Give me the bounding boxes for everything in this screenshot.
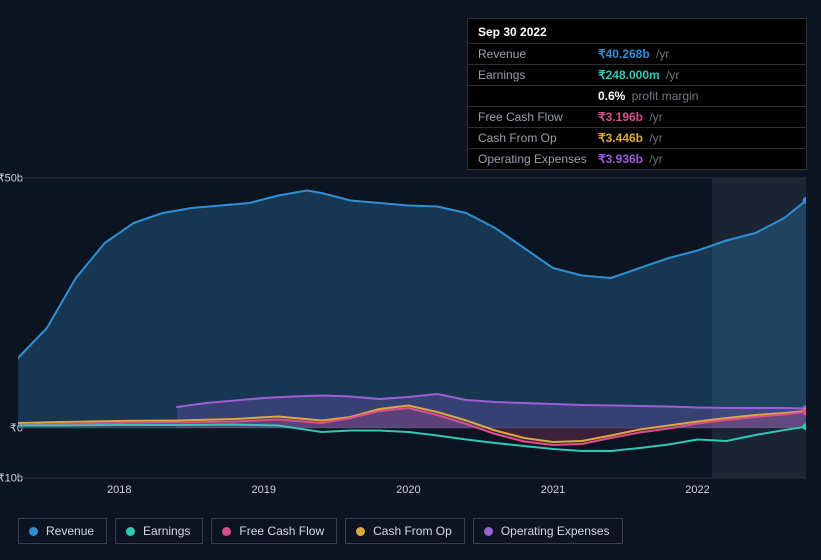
tooltip-row-label: Earnings [478,68,598,82]
tooltip-row: 0.6% profit margin [468,86,806,107]
tooltip-row-label: Cash From Op [478,131,598,145]
tooltip-row-value: ₹248.000m /yr [598,68,679,82]
legend-item[interactable]: Cash From Op [345,518,465,544]
legend-item[interactable]: Earnings [115,518,203,544]
chart-legend: Revenue Earnings Free Cash Flow Cash From O… [18,518,623,544]
legend-swatch [484,527,493,536]
chart-plot-area [18,150,806,500]
chart-tooltip: Sep 30 2022 Revenue₹40.268b /yrEarnings₹… [467,18,807,170]
tooltip-row: Free Cash Flow₹3.196b /yr [468,107,806,128]
tooltip-row-value: ₹3.446b /yr [598,131,663,145]
legend-label: Operating Expenses [501,524,610,538]
legend-label: Cash From Op [373,524,452,538]
tooltip-row-label [478,89,598,103]
legend-item[interactable]: Free Cash Flow [211,518,337,544]
financials-chart: ₹50b₹0-₹10b 20182019202020212022 [0,150,821,510]
tooltip-row: Earnings₹248.000m /yr [468,65,806,86]
tooltip-row: Operating Expenses₹3.936b /yr [468,149,806,169]
tooltip-row-value: ₹3.196b /yr [598,110,663,124]
legend-item[interactable]: Revenue [18,518,107,544]
tooltip-date: Sep 30 2022 [468,19,806,44]
tooltip-row-label: Revenue [478,47,598,61]
legend-item[interactable]: Operating Expenses [473,518,623,544]
tooltip-row: Revenue₹40.268b /yr [468,44,806,65]
legend-label: Earnings [143,524,190,538]
legend-swatch [356,527,365,536]
legend-swatch [222,527,231,536]
legend-label: Free Cash Flow [239,524,324,538]
tooltip-row-value: ₹40.268b /yr [598,47,669,61]
legend-swatch [29,527,38,536]
tooltip-row-value: ₹3.936b /yr [598,152,663,166]
tooltip-row-label: Free Cash Flow [478,110,598,124]
legend-swatch [126,527,135,536]
tooltip-row: Cash From Op₹3.446b /yr [468,128,806,149]
tooltip-row-value: 0.6% profit margin [598,89,698,103]
legend-label: Revenue [46,524,94,538]
tooltip-row-label: Operating Expenses [478,152,598,166]
